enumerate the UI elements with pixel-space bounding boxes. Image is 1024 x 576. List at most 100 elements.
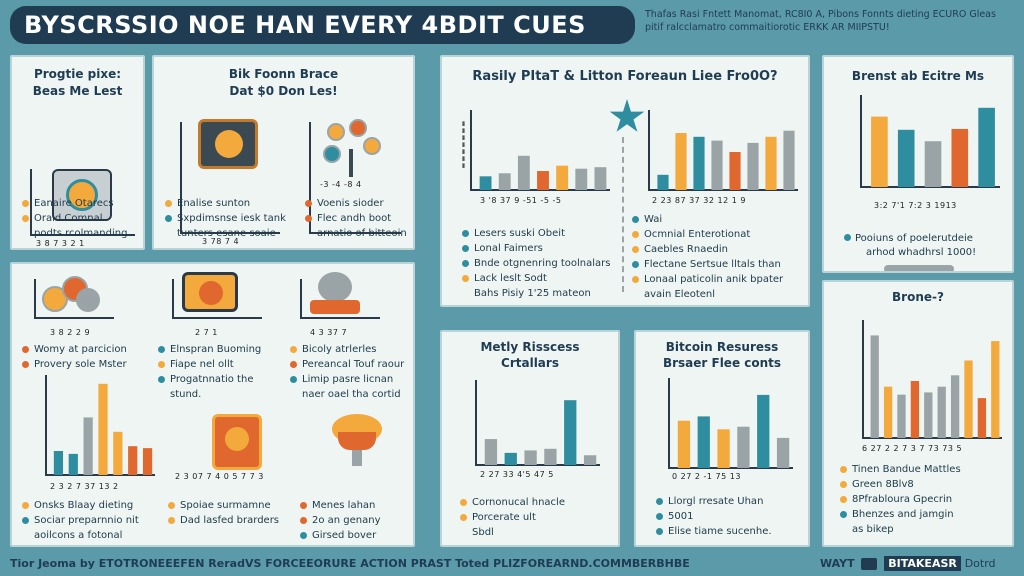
coin-basket-icon: [332, 414, 382, 470]
bar-chart-right: [648, 110, 798, 191]
bullet-list: Wai Ocmnial Enterotionat Caebles Rnaedin…: [632, 212, 783, 302]
list-item: Lonal Faimers: [462, 241, 610, 256]
y-axis-label: ▮▮▮▮▮▮▮: [460, 120, 467, 169]
bar: [776, 437, 790, 468]
list-item: Womy at parcicion: [22, 342, 127, 357]
list-item: Green 8Blv8: [840, 477, 961, 492]
tick-labels: 0 27 2 -1 75 13: [672, 472, 741, 481]
bar: [583, 455, 597, 465]
bar: [68, 453, 78, 475]
list-item: aoilcons a fotonal: [34, 530, 123, 541]
bar: [924, 141, 942, 187]
list-item: Eanaire Otarecs: [22, 196, 127, 211]
list-item: 8Pfrabloura Gpecrin: [840, 492, 961, 507]
chart-axis: [180, 122, 280, 234]
tick-labels: -3 -4 -8 4: [320, 180, 362, 189]
list-item: Flectane Sertsue lltals than: [632, 257, 783, 272]
tick-labels: 2 23 87 37 32 12 1 9: [652, 196, 746, 205]
list-item: 5001: [656, 509, 772, 524]
bullet-list: Cornonucal hnacle Porcerate ult Sbdl: [460, 495, 565, 540]
bar: [575, 168, 588, 190]
bar: [517, 155, 530, 190]
bullet-list: Tinen Bandue Mattles Green 8Blv8 8Pfrabl…: [840, 462, 961, 537]
panel-title: Bik Foonn Brace: [228, 67, 339, 81]
tick-labels: 3 78 7 4: [202, 237, 240, 246]
bar: [897, 129, 915, 187]
coin-board-icon: [198, 119, 258, 169]
list-item: Onsks Blaay dieting: [22, 498, 139, 513]
tick-labels: 2 7 1: [195, 328, 218, 337]
bar: [783, 130, 795, 190]
bar: [98, 383, 108, 475]
bar: [950, 375, 960, 438]
coin-stack-icon: [42, 274, 102, 314]
list-item: Llorgl rresate Uhan: [656, 494, 772, 509]
bar: [498, 173, 511, 190]
coin-safe-icon: [52, 169, 112, 221]
bullet-list: Voenis sioder Flec andh boot arnatio of …: [305, 196, 407, 241]
tick-labels: 2 3 07 7 4 0 5 7 7 3: [175, 472, 264, 481]
list-item: Sbdl: [472, 527, 494, 538]
list-item: Wai: [632, 212, 783, 227]
bar: [142, 448, 153, 475]
bar: [717, 429, 730, 468]
bar: [978, 107, 995, 187]
tick-labels: 3:2 7'1 7:2 3 1913: [874, 201, 957, 210]
list-item: podts rcolmanding: [34, 228, 128, 239]
chart-axis: [172, 279, 262, 319]
panel-note: arhod whadhrsl 1000!: [866, 247, 977, 258]
bullet-list: Llorgl rresate Uhan 5001 Elise tiame suc…: [656, 494, 772, 539]
axis-line: [475, 380, 600, 466]
bar: [910, 381, 920, 438]
footer-brand: WAYT BITAKEASR Dotrd: [820, 556, 996, 571]
panel-title: Metly Risscess: [480, 340, 580, 354]
bar: [737, 426, 750, 468]
panel-subtitle: Dat $0 Don Les!: [229, 84, 338, 98]
tick-labels: 6 27 2 2 7 3 7 73 73 5: [862, 444, 963, 453]
panel-title: Brenst ab Ecitre Ms: [851, 69, 985, 83]
coin-scanner-icon: [182, 272, 238, 312]
list-item: Tinen Bandue Mattles: [840, 462, 961, 477]
list-item: Progatnnatio the: [158, 372, 261, 387]
key-icon: [884, 265, 954, 271]
tick-labels: 3 '8 37 9 -51 -5 -5: [480, 196, 562, 205]
bar-chart: [860, 95, 1000, 188]
bar: [677, 420, 691, 468]
bar: [897, 394, 906, 438]
list-item: Fiape nel ollt: [158, 357, 261, 372]
divider: [622, 137, 624, 292]
list-item: Bnde otgnenring toolnalars: [462, 256, 610, 271]
bar: [977, 398, 987, 438]
list-item: Dad lasfed brarders: [168, 513, 279, 528]
chart-axis: [300, 279, 380, 319]
bar: [870, 335, 879, 438]
footer-text: Tior Jeoma by ETOTRONEEEFEN ReradVS FORC…: [10, 557, 690, 570]
bullet-list: Bicoly atrlerles Pereancal Touf raour Li…: [290, 342, 404, 402]
list-item: tunters esane soaie: [177, 228, 276, 239]
panel-note: Pooiuns of poelerutdeie: [844, 233, 973, 244]
chart-axis: [309, 122, 401, 234]
bar: [883, 386, 893, 438]
panel-title: Brone-?: [892, 290, 944, 304]
tick-labels: 4 3 37 7: [310, 328, 348, 337]
bullet-list: Lesers suski Obeit Lonal Faimers Bnde ot…: [462, 226, 610, 301]
list-item: Ocmnial Enterotionat: [632, 227, 783, 242]
list-item: Limip pasre licnan: [290, 372, 404, 387]
bar: [484, 439, 498, 465]
list-item: Bhenzes and jamgin: [840, 507, 961, 522]
list-item: Provery sole Mster: [22, 357, 127, 372]
list-item: Voenis sioder: [305, 196, 407, 211]
bar: [711, 140, 723, 190]
bar: [675, 133, 687, 190]
panel-bik-foonn: Bik Foonn Brace Dat $0 Don Les! 3 78 7 4: [152, 55, 415, 250]
bar: [53, 451, 64, 475]
list-item: Girsed bover: [300, 528, 381, 543]
panel-title: Bitcoin Resuress: [665, 340, 779, 354]
list-item: Enalise sunton: [165, 196, 286, 211]
panel-lower-left: [10, 262, 415, 547]
list-item: Lack leslt Sodt: [462, 271, 610, 286]
bar-chart: [475, 380, 600, 466]
chart-axis: [30, 169, 135, 236]
bar-chart: [45, 375, 155, 476]
axis-line: [668, 378, 793, 469]
